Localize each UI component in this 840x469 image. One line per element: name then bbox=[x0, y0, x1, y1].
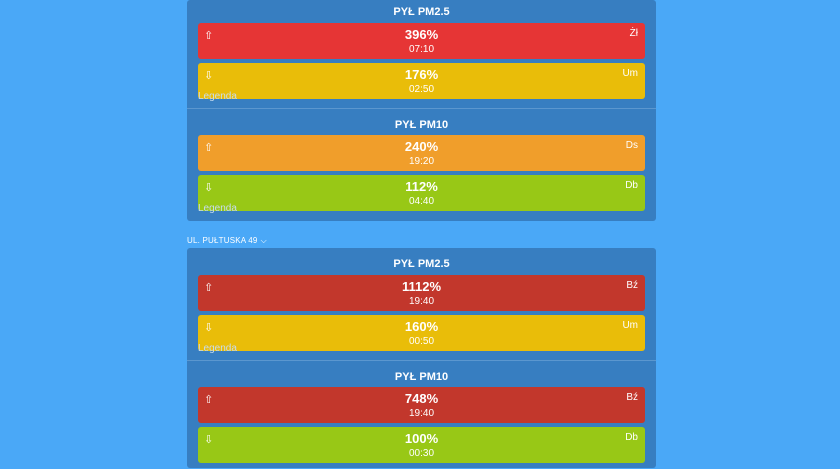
pm25-section: PYŁ PM2.5 ⇧ 396% 07:10 Żł ⇩ 176% 02:50 U… bbox=[187, 0, 656, 108]
quality-grade: Bź bbox=[626, 280, 638, 291]
section-title: PYŁ PM2.5 bbox=[393, 6, 450, 18]
arrow-up-icon: ⇧ bbox=[204, 142, 214, 154]
reading-percent: 240% bbox=[404, 139, 439, 154]
chevron-down-icon: ⌵ bbox=[260, 236, 267, 245]
quality-grade: Db bbox=[625, 432, 638, 443]
quality-grade: Ds bbox=[625, 140, 638, 151]
section-title: PYŁ PM2.5 bbox=[393, 258, 450, 270]
legend-link[interactable]: Legenda bbox=[198, 203, 237, 214]
pm10-section: PYŁ PM10 ⇧ 748% 19:40 Bź ⇩ 100% 00:30 Db bbox=[187, 360, 656, 469]
max-reading-bar[interactable]: ⇧ 240% 19:20 Ds bbox=[198, 135, 645, 171]
section-title: PYŁ PM10 bbox=[394, 371, 449, 383]
reading-percent: 1112% bbox=[401, 279, 442, 294]
min-reading-bar[interactable]: ⇩ 160% 00:50 Um bbox=[198, 315, 645, 351]
arrow-down-icon: ⇩ bbox=[204, 434, 214, 446]
arrow-up-icon: ⇧ bbox=[204, 30, 214, 42]
max-reading-bar[interactable]: ⇧ 396% 07:10 Żł bbox=[198, 23, 645, 59]
quality-grade: Bź bbox=[626, 392, 638, 403]
reading-time: 04:40 bbox=[408, 196, 435, 207]
min-reading-bar[interactable]: ⇩ 176% 02:50 Um bbox=[198, 63, 645, 99]
reading-percent: 160% bbox=[404, 319, 439, 334]
pm10-section: PYŁ PM10 ⇧ 240% 19:20 Ds ⇩ 112% 04:40 Db… bbox=[187, 108, 656, 221]
station-panel: PYŁ PM2.5 ⇧ 396% 07:10 Żł ⇩ 176% 02:50 U… bbox=[187, 0, 656, 221]
station-location-toggle[interactable]: UL. PUŁTUSKA 49 ⌵ bbox=[187, 236, 267, 246]
quality-grade: Db bbox=[625, 180, 638, 191]
quality-grade: Um bbox=[622, 320, 638, 331]
reading-time: 00:50 bbox=[408, 336, 435, 347]
reading-time: 07:10 bbox=[408, 44, 435, 55]
section-title: PYŁ PM10 bbox=[394, 119, 449, 131]
reading-time: 19:40 bbox=[408, 296, 435, 307]
arrow-down-icon: ⇩ bbox=[204, 182, 214, 194]
reading-time: 19:40 bbox=[408, 408, 435, 419]
arrow-up-icon: ⇧ bbox=[204, 394, 214, 406]
reading-percent: 100% bbox=[404, 431, 439, 446]
station-panel: PYŁ PM2.5 ⇧ 1112% 19:40 Bź ⇩ 160% 00:50 … bbox=[187, 248, 656, 468]
legend-link[interactable]: Legenda bbox=[198, 343, 237, 354]
max-reading-bar[interactable]: ⇧ 748% 19:40 Bź bbox=[198, 387, 645, 423]
max-reading-bar[interactable]: ⇧ 1112% 19:40 Bź bbox=[198, 275, 645, 311]
reading-percent: 748% bbox=[404, 391, 439, 406]
quality-grade: Żł bbox=[629, 28, 638, 39]
quality-grade: Um bbox=[622, 68, 638, 79]
min-reading-bar[interactable]: ⇩ 100% 00:30 Db bbox=[198, 427, 645, 463]
arrow-down-icon: ⇩ bbox=[204, 322, 214, 334]
reading-percent: 112% bbox=[405, 179, 438, 194]
min-reading-bar[interactable]: ⇩ 112% 04:40 Db bbox=[198, 175, 645, 211]
legend-link[interactable]: Legenda bbox=[198, 91, 237, 102]
reading-percent: 176% bbox=[404, 67, 439, 82]
location-name: UL. PUŁTUSKA 49 bbox=[187, 236, 258, 245]
reading-percent: 396% bbox=[404, 27, 439, 42]
arrow-up-icon: ⇧ bbox=[204, 282, 214, 294]
arrow-down-icon: ⇩ bbox=[204, 70, 214, 82]
reading-time: 02:50 bbox=[408, 84, 435, 95]
reading-time: 19:20 bbox=[408, 156, 435, 167]
pm25-section: PYŁ PM2.5 ⇧ 1112% 19:40 Bź ⇩ 160% 00:50 … bbox=[187, 248, 656, 360]
